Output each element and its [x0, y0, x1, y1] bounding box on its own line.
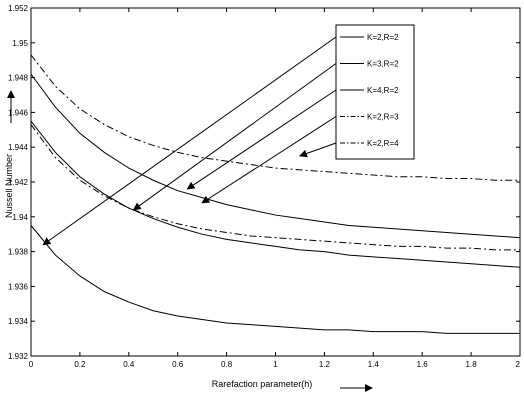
plot-area: [30, 7, 521, 357]
y-tick-label: 1.94: [12, 213, 28, 222]
annotation-arrow-2: [132, 63, 337, 211]
legend: K=2,R=2 K=3,R=2 K=4,R=2 K=2,R=3 K=2,R=4: [335, 24, 415, 160]
legend-label-3: K=4,R=2: [367, 86, 399, 95]
y-tick-label: 1.944: [8, 143, 29, 152]
x-axis-ticks: 0 0.2 0.4 0.6 0.8 1 1.2 1.4 1.6 1.8 2: [29, 8, 521, 369]
annotation-arrow-3: [186, 89, 337, 190]
annotation-arrow-5: [299, 142, 337, 158]
x-tick-label: 1.2: [319, 360, 331, 369]
series-line-1: [30, 225, 520, 334]
x-tick-label: 0.4: [123, 360, 135, 369]
x-tick-label: 0.2: [74, 360, 86, 369]
x-tick-label: 1: [273, 360, 278, 369]
y-tick-label: 1.95: [12, 39, 28, 48]
x-tick-label: 0: [29, 360, 34, 369]
x-axis-label: Rarefaction parameter(h): [212, 379, 313, 389]
y-tick-label: 1.932: [8, 352, 29, 361]
x-tick-label: 1.8: [466, 360, 478, 369]
annotation-arrow-1: [42, 36, 337, 246]
legend-label-4: K=2,R=3: [367, 113, 399, 122]
annotation-arrow-4: [201, 116, 337, 204]
y-tick-label: 1.952: [8, 4, 29, 13]
series-lines: [30, 54, 521, 334]
legend-label-2: K=3,R=2: [367, 60, 399, 69]
annotation-arrows: [42, 36, 337, 246]
x-tick-label: 1.6: [417, 360, 429, 369]
y-tick-label: 1.942: [8, 178, 29, 187]
series-line-5: [30, 54, 520, 181]
y-tick-label: 1.938: [8, 248, 29, 257]
legend-label-5: K=2,R=4: [367, 139, 399, 148]
x-tick-label: 0.6: [172, 360, 184, 369]
series-line-4: [30, 124, 520, 251]
y-tick-label: 1.946: [8, 108, 29, 117]
y-tick-label: 1.936: [8, 282, 29, 291]
y-tick-label: 1.948: [8, 74, 29, 83]
legend-label-1: K=2,R=2: [367, 33, 399, 42]
series-line-2: [30, 120, 521, 268]
series-line-3: [30, 73, 521, 239]
legend-box: [335, 24, 415, 160]
x-tick-label: 1.4: [368, 360, 380, 369]
y-tick-label: 1.934: [8, 317, 29, 326]
x-tick-label: 2: [516, 360, 521, 369]
y-axis-label: Nussell Number: [4, 154, 14, 218]
x-tick-label: 0.8: [221, 360, 233, 369]
y-axis-ticks: 1.932 1.934 1.936 1.938 1.94 1.942 1.944 1.946 1…: [8, 4, 520, 361]
